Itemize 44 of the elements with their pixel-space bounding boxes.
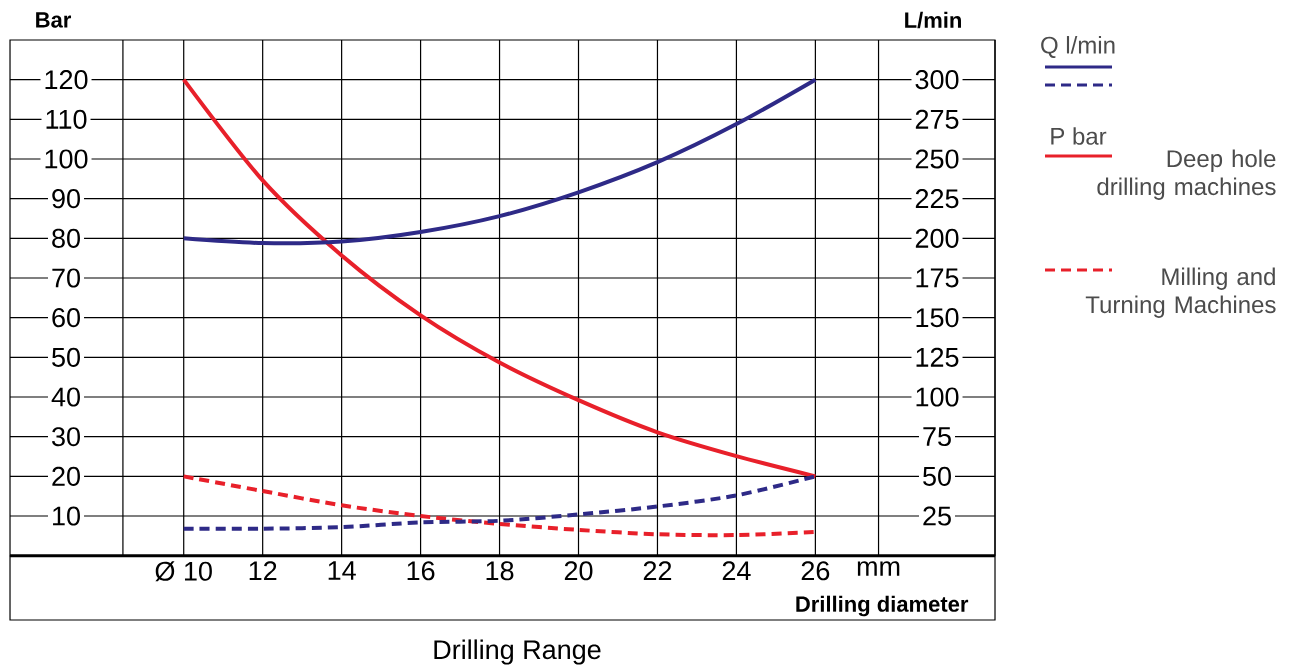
y2-tick-label: 175 [916, 268, 959, 288]
x-tick-label: 22 [643, 561, 672, 581]
x-tick-label: 20 [564, 561, 593, 581]
y-tick-label: 10 [53, 506, 80, 526]
y-tick-label: 70 [52, 268, 80, 288]
y2-tick-label: 200 [915, 228, 959, 248]
y2-tick-label: 125 [916, 347, 959, 367]
y2-tick-label: 100 [916, 387, 959, 407]
y2-tick-label: 225 [915, 189, 959, 209]
y-tick-label: 60 [52, 308, 80, 328]
x-axis-title: Drilling diameter [796, 595, 969, 617]
y2-tick-label: 150 [916, 308, 959, 328]
y-tick-label: 50 [52, 347, 80, 367]
y-tick-label: 80 [52, 228, 80, 248]
x-tick-label: 26 [801, 561, 830, 581]
x-tick-label: 18 [486, 561, 514, 581]
y2-tick-label: 250 [915, 149, 959, 169]
y2-tick-label: 300 [915, 70, 959, 90]
legend-label: Milling and Turning Machines [1085, 267, 1276, 318]
x-tick-label: 24 [722, 561, 751, 581]
y-tick-label: 40 [51, 387, 80, 407]
y-tick-label: 120 [45, 70, 88, 90]
x-tick-label: 12 [249, 561, 277, 581]
x-tick-label: mm [857, 561, 900, 576]
text: P bar [1051, 127, 1107, 145]
y-tick-label: 90 [52, 189, 80, 209]
x-tick-label: 14 [328, 561, 356, 580]
y-tick-label: 100 [45, 149, 88, 169]
y2-axis-title: L/min [905, 11, 961, 29]
y2-tick-label: 275 [915, 109, 959, 129]
x-tick-label: Ø 10 [155, 561, 212, 582]
x-tick-label: 16 [407, 561, 435, 581]
y2-tick-label: 50 [923, 466, 951, 486]
text: Drilling Range [434, 639, 601, 665]
line-series [181, 77, 818, 246]
y-tick-label: 30 [52, 427, 80, 447]
y-tick-label: 20 [52, 466, 80, 486]
y-axis-title: Bar [36, 12, 72, 28]
text: Deep hole drilling machines [1097, 149, 1276, 200]
y2-tick-label: 25 [923, 506, 951, 526]
text: Q l/min [1041, 36, 1115, 58]
y2-tick-label: 75 [923, 427, 951, 447]
line-series [181, 77, 818, 479]
y-tick-label: 110 [46, 109, 87, 129]
